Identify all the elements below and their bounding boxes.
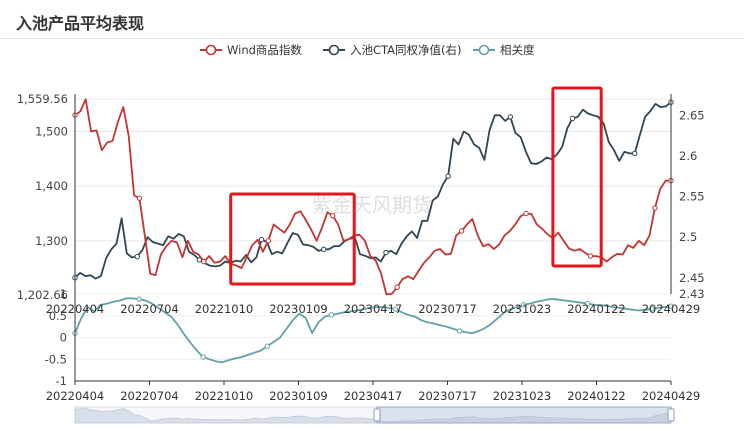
highlight-box [551,86,603,268]
left-y-tick-label: 1,202.66 [17,288,68,302]
upper-x-tick-label: 20231023 [493,302,552,316]
lower-x-tick-label: 20230717 [418,389,477,403]
wind-index-point [523,210,529,217]
lower-panel [72,296,674,364]
wind-index-series-line [74,98,671,296]
left-y-tick-label: 1,500 [35,125,68,139]
left-y-tick-label: 1,559.56 [17,92,68,106]
upper-x-tick-label: 20220404 [46,302,105,316]
wind-index-point [136,195,143,201]
upper-x-tick-label: 20230717 [418,302,477,316]
wind-index-point [330,212,336,219]
lower-y-tick-label: 0.5 [49,309,67,323]
correlation-point [328,312,335,318]
cta-nav-series-line [74,101,672,280]
lower-x-tick-label: 20221010 [195,389,254,403]
data-zoom-slider [74,406,675,424]
zoom-handle-left[interactable] [373,408,381,422]
wind-index-point [587,253,594,259]
zoom-selected-window[interactable] [376,406,672,424]
wind-index-point [652,205,658,211]
zoom-preview-area [74,407,672,424]
lower-x-tick-label: 20231023 [493,389,552,403]
lower-x-tick-label: 20230109 [269,389,328,403]
upper-panel [72,98,674,296]
lower-x-tick-label: 20240429 [642,389,701,403]
title-divider [0,38,744,39]
right-y-tick-label: 2.6 [679,149,697,163]
lower-x-tick-label: 20220404 [46,389,105,403]
right-y-tick-label: 2.43 [679,287,705,301]
wind-index-point [201,258,207,265]
wind-index-point [265,238,271,244]
cta-nav-point [134,253,140,260]
highlight-box [229,192,356,286]
highlight-boxes [229,86,603,286]
cta-nav-point [569,115,576,122]
legend-item-label[interactable]: 入池CTA同权净值(右) [350,43,462,57]
page-title: 入池产品平均表现 [16,16,145,33]
legend-item-label[interactable]: 相关度 [500,43,535,57]
lower-y-tick-label: 0 [60,331,67,345]
right-y-tick-label: 2.65 [679,108,705,122]
correlation-point [520,302,527,308]
upper-x-tick-label: 20240429 [642,302,701,316]
correlation-point [200,354,206,360]
wind-index-point [394,284,400,290]
left-y-tick-label: 1,400 [35,179,68,193]
correlation-point [456,328,463,334]
upper-x-tick-label: 20230109 [269,302,328,316]
correlation-point [584,300,591,307]
legend-circle-marker [478,44,490,56]
correlation-point [264,343,270,349]
upper-x-tick-label: 20221010 [195,302,254,316]
grid-lines [75,98,671,382]
lower-x-tick-label: 20240122 [567,389,626,403]
legend-circle-marker [328,44,340,56]
right-y-tick-label: 2.45 [679,271,705,285]
legend: Wind商品指数 入池CTA同权净值(右) 相关度 [200,43,535,57]
right-y-tick-label: 2.5 [679,230,697,244]
left-y-tick-label: 1,300 [35,234,68,248]
right-y-tick-label: 2.55 [679,190,705,204]
cta-nav-point [258,236,265,243]
upper-x-tick-label: 20220704 [120,302,179,316]
correlation-point [392,306,399,312]
cta-nav-point [632,150,638,157]
legend-circle-marker [205,44,217,56]
watermark-text: 紫金天风期货 [312,193,432,217]
lower-y-tick-label: 1 [60,287,67,301]
watermark: 紫金天风期货 [312,193,432,217]
correlation-series-line [74,297,672,364]
correlation-point [136,296,142,302]
lower-y-tick-label: -1 [56,374,67,388]
lower-x-tick-label: 20230417 [344,389,403,403]
cta-nav-point [321,246,327,253]
lower-y-tick-label: -0.5 [45,352,67,366]
lower-x-tick-label: 20220704 [120,389,179,403]
cta-nav-point [445,173,451,179]
upper-x-tick-label: 20240122 [567,302,626,316]
axes: 1,202.66 1,300 1,400 1,500 1,559.56 2.43 2.45 2… [17,92,705,403]
wind-index-point [458,228,465,234]
zoom-handle-right[interactable] [667,408,675,422]
correlation-point [668,303,674,309]
correlation-point [649,306,655,312]
cta-nav-point [383,249,389,256]
legend-item-label[interactable]: Wind商品指数 [227,43,302,57]
cta-nav-point [507,114,514,120]
upper-x-tick-label: 20230417 [344,302,403,316]
